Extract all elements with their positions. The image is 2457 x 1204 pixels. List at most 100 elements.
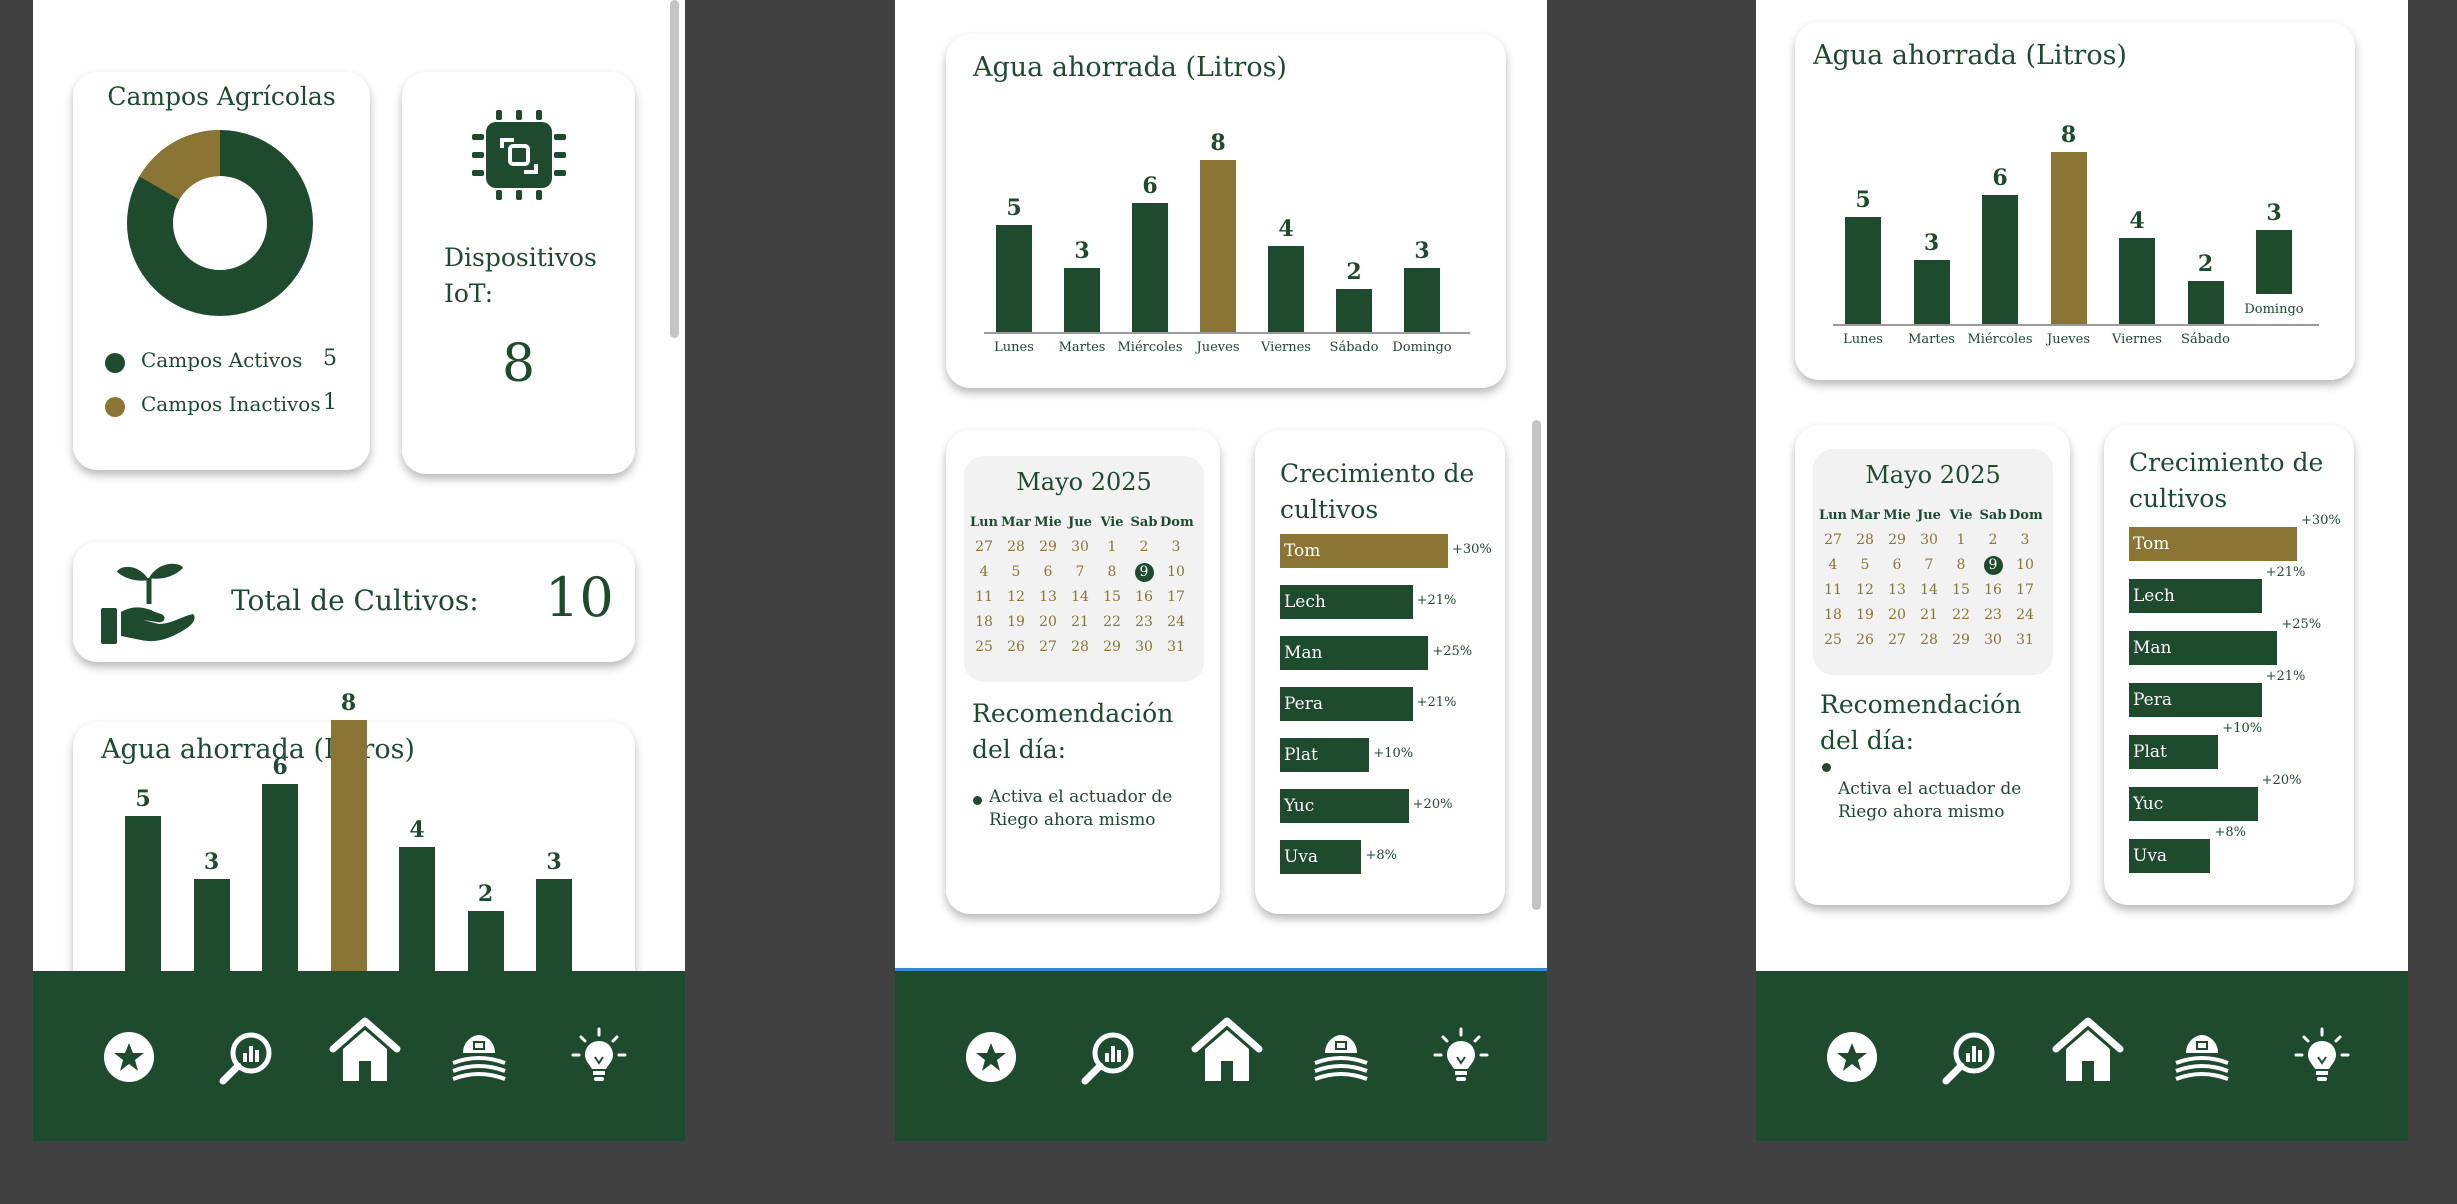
calendar-day[interactable]: 11 [1824, 582, 1842, 598]
calendar-day[interactable]: 15 [1952, 582, 1970, 598]
plant-hand-icon [101, 563, 195, 644]
calendar-day[interactable]: 29 [1952, 632, 1970, 648]
star-icon[interactable] [1822, 1027, 1882, 1087]
scrollbar[interactable] [1532, 420, 1541, 910]
calendar-day[interactable]: 20 [1039, 614, 1057, 630]
calendar-day[interactable]: 13 [1888, 582, 1906, 598]
calendar-day[interactable]: 27 [1888, 632, 1906, 648]
calendar-weekday: Mar [1850, 508, 1880, 523]
calendar-day[interactable]: 17 [1167, 589, 1185, 605]
home-icon[interactable] [329, 1015, 401, 1087]
search-chart-icon[interactable] [1079, 1027, 1139, 1087]
water-day-label: Lunes [1843, 332, 1883, 347]
recommendation-bullet [973, 796, 982, 805]
calendar-day[interactable]: 30 [1071, 539, 1089, 555]
calendar-day[interactable]: 29 [1103, 639, 1121, 655]
growth-pct-label: +25% [2281, 617, 2322, 632]
calendar-day[interactable]: 14 [1071, 589, 1089, 605]
calendar-day[interactable]: 5 [1011, 564, 1021, 580]
calendar-day[interactable]: 17 [2016, 582, 2034, 598]
calendar-day[interactable]: 24 [2016, 607, 2034, 623]
recommendation-bullet [1822, 763, 1831, 772]
calendar-day[interactable]: 21 [1071, 614, 1089, 630]
calendar-day[interactable]: 30 [1135, 639, 1153, 655]
calendar-day[interactable]: 19 [1007, 614, 1025, 630]
water-value-label: 6 [1142, 173, 1158, 199]
calendar-day[interactable]: 5 [1860, 557, 1870, 573]
home-icon[interactable] [2052, 1015, 2124, 1087]
calendar-day[interactable]: 29 [1039, 539, 1057, 555]
calendar-day[interactable]: 25 [1824, 632, 1842, 648]
calendar-day[interactable]: 14 [1920, 582, 1938, 598]
calendar-day[interactable]: 16 [1135, 589, 1153, 605]
home-icon[interactable] [1191, 1015, 1263, 1087]
calendar-day[interactable]: 31 [2016, 632, 2034, 648]
calendar-day[interactable]: 28 [1007, 539, 1025, 555]
farm-icon[interactable] [449, 1027, 509, 1087]
calendar-day[interactable]: 3 [2020, 532, 2030, 548]
star-icon[interactable] [99, 1027, 159, 1087]
calendar-day[interactable]: 21 [1920, 607, 1938, 623]
calendar-day[interactable]: 22 [1103, 614, 1121, 630]
calendar-day[interactable]: 7 [1924, 557, 1934, 573]
search-chart-icon[interactable] [1940, 1027, 2000, 1087]
calendar-day[interactable]: 2 [1988, 532, 1998, 548]
calendar-day[interactable]: 12 [1007, 589, 1025, 605]
calendar-day[interactable]: 27 [1824, 532, 1842, 548]
calendar-day[interactable]: 10 [2016, 557, 2034, 573]
lightbulb-icon[interactable] [2292, 1027, 2352, 1087]
calendar-day[interactable]: 16 [1984, 582, 2002, 598]
calendar-day[interactable]: 19 [1856, 607, 1874, 623]
search-chart-icon[interactable] [217, 1027, 277, 1087]
calendar-day[interactable]: 15 [1103, 589, 1121, 605]
calendar-day[interactable]: 8 [1956, 557, 1966, 573]
calendar-day[interactable]: 26 [1856, 632, 1874, 648]
calendar-day[interactable]: 6 [1892, 557, 1902, 573]
calendar-day[interactable]: 20 [1888, 607, 1906, 623]
star-icon[interactable] [961, 1027, 1021, 1087]
calendar-day[interactable]: 27 [975, 539, 993, 555]
calendar-day[interactable]: 10 [1167, 564, 1185, 580]
calendar-day[interactable]: 28 [1071, 639, 1089, 655]
calendar-day[interactable]: 23 [1135, 614, 1153, 630]
calendar-day[interactable]: 8 [1107, 564, 1117, 580]
calendar-day[interactable]: 6 [1043, 564, 1053, 580]
calendar-day[interactable]: 22 [1952, 607, 1970, 623]
calendar-day[interactable]: 30 [1984, 632, 2002, 648]
calendar-day[interactable]: 26 [1007, 639, 1025, 655]
farm-icon[interactable] [2172, 1027, 2232, 1087]
calendar-day[interactable]: 23 [1984, 607, 2002, 623]
calendar-day[interactable]: 4 [1828, 557, 1838, 573]
water-title: Agua ahorrada (Litros) [973, 52, 1287, 83]
calendar-day[interactable]: 3 [1171, 539, 1181, 555]
water-bar-lunes [996, 224, 1032, 332]
calendar-day[interactable]: 4 [979, 564, 989, 580]
calendar-day[interactable]: 12 [1856, 582, 1874, 598]
calendar-day[interactable]: 1 [1956, 532, 1966, 548]
lightbulb-icon[interactable] [569, 1027, 629, 1087]
calendar-day[interactable]: 29 [1888, 532, 1906, 548]
calendar-day[interactable]: 28 [1920, 632, 1938, 648]
calendar-day[interactable]: 7 [1075, 564, 1085, 580]
calendar-day[interactable]: 27 [1039, 639, 1057, 655]
scrollbar[interactable] [670, 0, 679, 338]
calendar-day[interactable]: 25 [975, 639, 993, 655]
calendar-day[interactable]: 1 [1107, 539, 1117, 555]
calendar-day[interactable]: 18 [975, 614, 993, 630]
calendar-weekday: Sab [1130, 515, 1158, 530]
water-day-label: Miércoles [1117, 340, 1183, 355]
iot-card: Dispositivos IoT: 8 [402, 72, 635, 474]
calendar-day-selected[interactable]: 9 [1977, 553, 2009, 578]
calendar-day[interactable]: 2 [1139, 539, 1149, 555]
calendar-day[interactable]: 13 [1039, 589, 1057, 605]
calendar-weekday: Lun [1818, 508, 1848, 523]
calendar-day[interactable]: 31 [1167, 639, 1185, 655]
calendar-day[interactable]: 28 [1856, 532, 1874, 548]
calendar-day[interactable]: 24 [1167, 614, 1185, 630]
calendar-day-selected[interactable]: 9 [1128, 560, 1160, 585]
lightbulb-icon[interactable] [1431, 1027, 1491, 1087]
calendar-day[interactable]: 11 [975, 589, 993, 605]
farm-icon[interactable] [1311, 1027, 1371, 1087]
calendar-day[interactable]: 18 [1824, 607, 1842, 623]
calendar-day[interactable]: 30 [1920, 532, 1938, 548]
